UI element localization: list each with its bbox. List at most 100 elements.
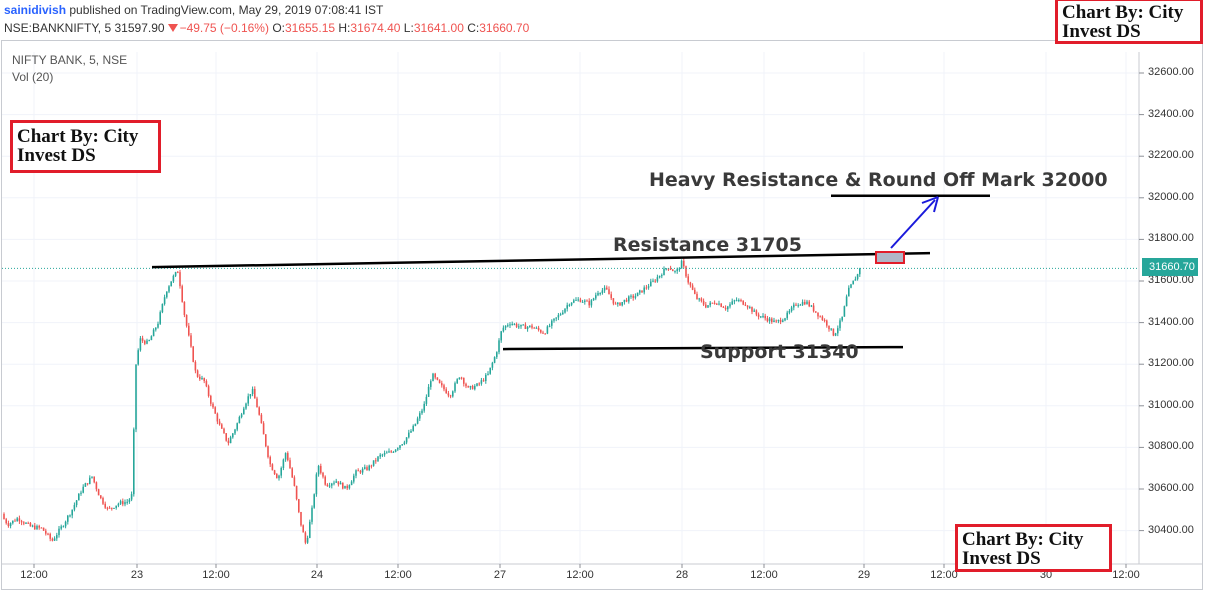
candle [581,299,584,303]
x-tick-label: 23 [130,569,144,581]
candle [18,515,21,524]
candle [557,313,560,321]
candle [544,332,546,335]
candle [320,463,322,475]
candle-body [100,495,102,499]
author-link[interactable]: sainidivish [4,3,67,17]
candle [856,273,859,281]
candle [647,283,650,290]
candle [804,299,806,306]
candle-body [139,338,142,351]
candle [394,449,397,453]
candle-body [511,323,513,325]
candle-body [199,376,201,380]
candle-body [5,519,7,524]
candle [14,518,16,522]
candle [157,321,159,329]
candle-body [29,522,32,527]
x-tick-label: 28 [675,569,689,581]
candle-body [711,302,714,304]
volume-legend[interactable]: Vol (20) [12,70,54,84]
candle-body [53,538,56,541]
candle-body [799,304,802,306]
last-price: 31597.90 [114,21,165,35]
candle-body [115,505,117,508]
candle [190,333,192,348]
candle [498,338,500,355]
candle-body [544,333,546,335]
candle [493,356,496,364]
candle [562,310,564,315]
candle-body [575,299,577,301]
candle [619,302,621,306]
candle-body [669,268,672,270]
candle [361,467,364,475]
candle-body [152,329,155,337]
candle-body [487,373,489,375]
candle [236,422,238,432]
candle [313,493,315,509]
candle [353,473,355,484]
candle-body [394,449,397,452]
candle [412,424,414,432]
candle [751,306,753,315]
candle-body [306,537,309,543]
candle-body [773,320,775,323]
candle-body [355,470,357,476]
candle-body [768,318,771,322]
candle-body [229,437,232,444]
candle-body [542,332,544,334]
candle [452,390,454,398]
candle-body [458,377,461,380]
candle-body [287,453,289,461]
low-value: 31641.00 [413,21,464,35]
candle-body [823,320,826,322]
candle [251,386,254,397]
candle-body [819,316,821,318]
candle [249,394,252,399]
candle-body [749,307,751,309]
candle-body [350,481,353,486]
candle-body [592,298,595,301]
candle [707,305,709,308]
candle [603,285,606,293]
candle-body [584,300,586,302]
candle [280,466,282,479]
candle [119,499,122,505]
candle-body [249,394,252,397]
y-tick-label: 30600.00 [1148,482,1194,494]
candle [159,310,161,325]
candle [388,448,390,453]
candle [100,495,102,500]
candle-body [104,503,106,508]
candle [740,298,742,303]
candle-body [205,381,208,387]
candle-body [623,299,626,303]
candle-body [854,279,857,281]
resistance-label: Resistance 31705 [613,234,802,256]
candle-body [755,310,758,315]
candle [366,465,368,471]
candle [89,475,91,485]
candle-body [108,507,111,509]
candle [432,372,434,382]
candle-body [465,383,467,387]
candle-body [265,434,267,447]
candle [62,525,65,528]
candle [196,369,199,378]
candle [656,274,659,283]
candle-body [529,325,531,327]
chart-frame[interactable] [1,40,1203,590]
symbol-legend[interactable]: NIFTY BANK, 5, NSE [12,53,128,67]
candle [812,302,815,313]
arrow-shaft [890,199,936,249]
candle-body [3,513,5,520]
candle [342,482,344,490]
watermark-top-left: Chart By: City Invest DS [10,120,161,173]
candle [170,281,172,287]
candle-body [75,500,78,506]
candle-body [674,271,676,273]
candle [179,270,181,289]
candle [520,324,522,329]
